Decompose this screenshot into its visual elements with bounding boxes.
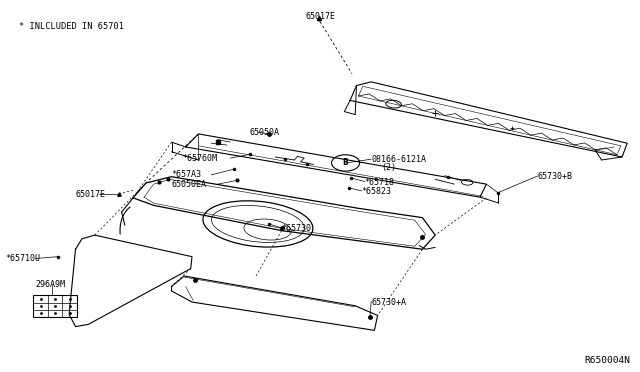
Text: 296A9M: 296A9M (35, 280, 65, 289)
Text: (2): (2) (381, 163, 396, 172)
Bar (33, 295, 77, 317)
Text: 65730+A: 65730+A (371, 298, 406, 307)
Text: 65050EA: 65050EA (172, 180, 207, 189)
Text: *65710U: *65710U (5, 254, 40, 263)
Text: *65730: *65730 (282, 224, 312, 233)
Text: 08166-6121A: 08166-6121A (371, 155, 426, 164)
Text: *65823: *65823 (362, 187, 392, 196)
Text: * INLCLUDED IN 65701: * INLCLUDED IN 65701 (19, 22, 124, 31)
Text: R650004N: R650004N (584, 356, 630, 365)
Text: B: B (343, 158, 348, 167)
Text: 65730+B: 65730+B (538, 172, 573, 181)
Text: *65718: *65718 (365, 178, 395, 187)
Text: *657A3: *657A3 (172, 170, 202, 179)
Text: 65050A: 65050A (250, 128, 280, 137)
Text: *65760M: *65760M (182, 154, 218, 163)
Text: 65017E: 65017E (76, 190, 106, 199)
Text: 65017E: 65017E (306, 12, 336, 21)
